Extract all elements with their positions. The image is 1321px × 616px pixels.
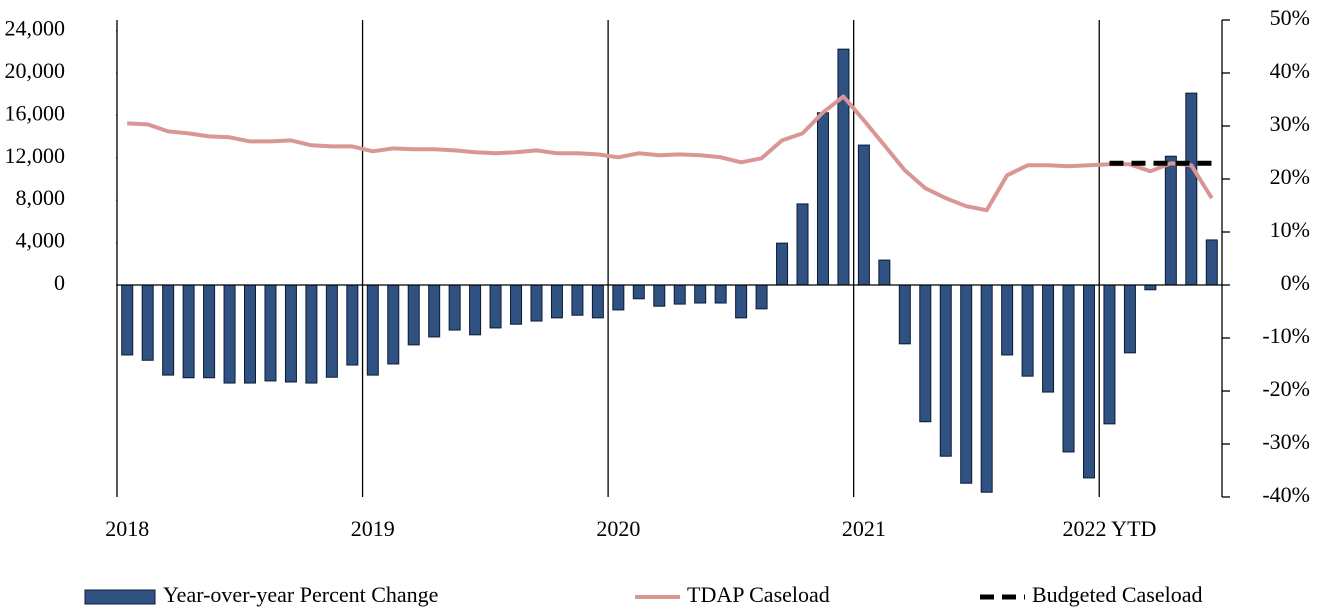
y-tick-label: 4,000 <box>16 228 66 253</box>
bar <box>632 284 645 300</box>
y2-tick-label: -30% <box>1262 429 1310 454</box>
x-tick-label: 2021 <box>842 516 886 541</box>
bar <box>755 284 768 310</box>
bar <box>673 284 686 305</box>
y2-tick-label: 40% <box>1270 58 1310 83</box>
x-tick-label: 2018 <box>105 516 149 541</box>
bar <box>121 284 134 356</box>
bar <box>203 284 216 379</box>
y2-tick-label: 50% <box>1270 5 1310 30</box>
bar <box>1082 284 1095 479</box>
bar <box>550 284 563 319</box>
bar <box>346 284 359 366</box>
bar <box>448 284 461 331</box>
y2-tick-label: 10% <box>1270 217 1310 242</box>
bar <box>223 284 236 384</box>
bar <box>1001 284 1014 356</box>
bar <box>960 284 973 484</box>
y2-tick-label: -40% <box>1262 482 1310 507</box>
y-tick-label: 12,000 <box>5 143 66 168</box>
bar <box>305 284 318 384</box>
bar <box>980 284 993 493</box>
bar <box>694 284 707 304</box>
bar <box>898 284 911 345</box>
legend-label: Budgeted Caseload <box>1032 582 1202 607</box>
bar <box>469 284 482 336</box>
bar <box>1103 284 1116 425</box>
bar <box>1042 284 1055 393</box>
bar <box>407 284 420 346</box>
bar <box>1123 284 1136 354</box>
bar <box>735 284 748 319</box>
y2-tick-label: 30% <box>1270 111 1310 136</box>
bar <box>162 284 175 376</box>
bar <box>530 284 543 322</box>
bar <box>816 112 829 286</box>
bar <box>878 259 891 286</box>
bar <box>776 242 789 286</box>
bar <box>1144 284 1157 291</box>
bar <box>428 284 441 338</box>
bar <box>1164 155 1177 286</box>
y2-tick-label: -20% <box>1262 376 1310 401</box>
bar <box>1062 284 1075 453</box>
line <box>127 94 1214 213</box>
y-tick-label: 16,000 <box>5 100 66 125</box>
bar <box>714 284 727 304</box>
x-tick-label: 2020 <box>596 516 640 541</box>
bar <box>510 284 523 325</box>
bar <box>919 284 932 423</box>
bar <box>141 284 154 361</box>
bar <box>591 284 604 319</box>
y2-tick-label: 20% <box>1270 164 1310 189</box>
bar <box>1205 239 1218 286</box>
bar <box>653 284 666 307</box>
bar <box>325 284 338 378</box>
bar <box>387 284 400 365</box>
x-tick-label: 2022 YTD <box>1063 516 1157 541</box>
bar <box>182 284 195 379</box>
y2-tick-label: 0% <box>1281 270 1310 295</box>
y2-tick-label: -10% <box>1262 323 1310 348</box>
bar <box>284 284 297 383</box>
x-tick-label: 2019 <box>351 516 395 541</box>
bar <box>1021 284 1034 377</box>
bar <box>366 284 379 376</box>
legend-swatch <box>84 589 156 605</box>
bar <box>571 284 584 316</box>
bar <box>244 284 257 384</box>
legend-label: TDAP Caseload <box>687 582 830 607</box>
legend-label: Year-over-year Percent Change <box>163 582 438 607</box>
y-tick-label: 24,000 <box>5 16 66 41</box>
bar <box>264 284 277 382</box>
bar <box>612 284 625 311</box>
y-tick-label: 8,000 <box>16 185 66 210</box>
bar <box>939 284 952 457</box>
y-tick-label: 0 <box>54 270 65 295</box>
y-tick-label: 20,000 <box>5 58 66 83</box>
bar <box>1185 92 1198 286</box>
bar <box>857 144 870 286</box>
bar <box>796 203 809 286</box>
bar <box>489 284 502 329</box>
bar <box>837 48 850 286</box>
